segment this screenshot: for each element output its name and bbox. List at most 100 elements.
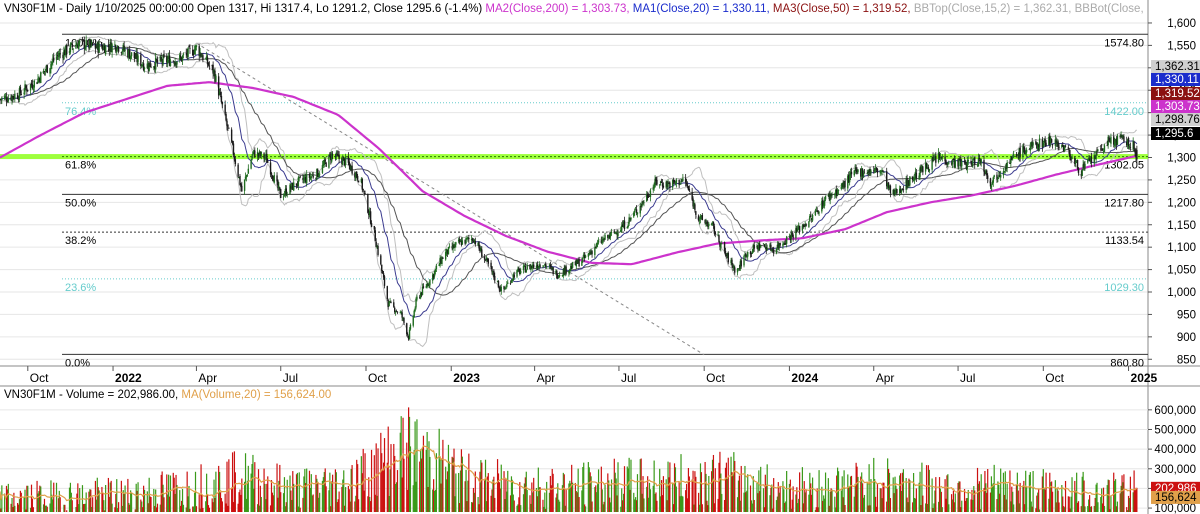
volume-bar	[473, 492, 475, 512]
volume-bar	[364, 453, 366, 512]
volume-bar	[827, 478, 829, 512]
candle-body	[354, 172, 356, 178]
volume-bar	[1045, 472, 1047, 512]
candle-body	[860, 168, 862, 177]
candle-body	[842, 183, 844, 188]
volume-bar	[701, 504, 703, 512]
volume-bar	[336, 502, 338, 512]
candle-body	[1110, 136, 1112, 144]
candle-body	[811, 214, 814, 221]
candle-body	[601, 239, 603, 243]
candle-body	[548, 265, 551, 267]
volume-bar	[926, 503, 929, 512]
volume-bar	[1109, 509, 1111, 512]
candle-body	[1022, 146, 1024, 158]
candle-body	[134, 57, 136, 59]
candle-body	[945, 160, 947, 165]
volume-bar	[349, 501, 351, 512]
volume-bar	[1037, 492, 1039, 512]
candle-body	[246, 174, 249, 176]
volume-bar	[24, 489, 26, 512]
volume-bar	[181, 500, 183, 512]
volume-bar	[1043, 488, 1045, 512]
volume-bar	[938, 477, 941, 512]
price-tag-box	[1151, 87, 1200, 100]
candle-body	[643, 202, 645, 204]
candle-body	[1075, 160, 1078, 162]
candle-body	[143, 67, 146, 69]
candle-body	[124, 49, 126, 51]
volume-bar	[899, 475, 901, 512]
volume-bar	[577, 468, 579, 512]
candle-body	[964, 162, 967, 164]
candle-body	[162, 55, 164, 65]
volume-bar	[828, 505, 830, 512]
candle-body	[542, 266, 544, 268]
volume-bar	[1004, 471, 1006, 512]
volume-bar	[291, 499, 293, 512]
candle-body	[380, 255, 382, 265]
volume-bar	[148, 477, 150, 512]
volume-bar	[241, 478, 243, 512]
volume-bar	[109, 482, 111, 512]
volume-bar	[88, 491, 90, 512]
candle-body	[29, 84, 32, 91]
volume-bar	[1094, 497, 1096, 512]
candle-body	[252, 151, 254, 156]
volume-bar	[816, 488, 818, 512]
candle-body	[823, 200, 826, 206]
volume-bar	[1038, 489, 1040, 512]
candle-body	[451, 246, 453, 249]
candle-body	[668, 182, 670, 184]
volume-bar	[1029, 472, 1031, 512]
candle-body	[766, 248, 768, 250]
volume-bar	[809, 472, 811, 512]
volume-bar	[168, 496, 171, 512]
candle-body	[230, 129, 233, 142]
candle-body	[159, 56, 161, 62]
volume-bar	[1113, 472, 1115, 512]
candle-body	[101, 44, 103, 48]
candle-body	[694, 204, 696, 211]
volume-bar	[374, 494, 376, 512]
volume-bar	[1035, 508, 1037, 512]
volume-bar	[1074, 480, 1076, 512]
volume-bar	[834, 496, 836, 512]
candle-body	[370, 223, 373, 227]
volume-bar	[1064, 507, 1066, 512]
time-tick-label: 2025	[1131, 371, 1158, 385]
volume-bar	[272, 495, 274, 512]
candle-body	[490, 262, 492, 268]
candle-body	[708, 223, 710, 227]
candle-body	[977, 158, 980, 167]
candle-body	[879, 170, 881, 174]
volume-bar	[536, 496, 539, 512]
candle-body	[782, 243, 784, 247]
candle-body	[284, 189, 287, 194]
candle-body	[1016, 154, 1019, 156]
volume-bar	[919, 471, 921, 512]
candle-body	[1019, 147, 1021, 158]
candle-body	[1055, 140, 1057, 144]
candle-body	[31, 84, 34, 89]
candle-body	[692, 198, 694, 207]
volume-bar	[4, 493, 6, 512]
volume-bar	[121, 505, 123, 512]
volume-bar	[186, 471, 188, 512]
volume-bar	[361, 473, 363, 512]
candle-body	[387, 300, 389, 307]
candle-body	[986, 170, 988, 176]
volume-bar	[578, 497, 580, 512]
volume-bar	[335, 472, 337, 512]
candle-body	[465, 237, 467, 244]
price-tag-box	[1151, 113, 1200, 126]
volume-bar	[143, 489, 146, 512]
candle-body	[828, 193, 830, 200]
candle-body	[368, 213, 370, 216]
candle-body	[899, 189, 902, 193]
volume-bar	[448, 461, 450, 512]
candle-body	[1100, 148, 1102, 150]
volume-bar	[634, 499, 636, 512]
candle-body	[471, 238, 474, 241]
volume-bar	[11, 497, 13, 512]
